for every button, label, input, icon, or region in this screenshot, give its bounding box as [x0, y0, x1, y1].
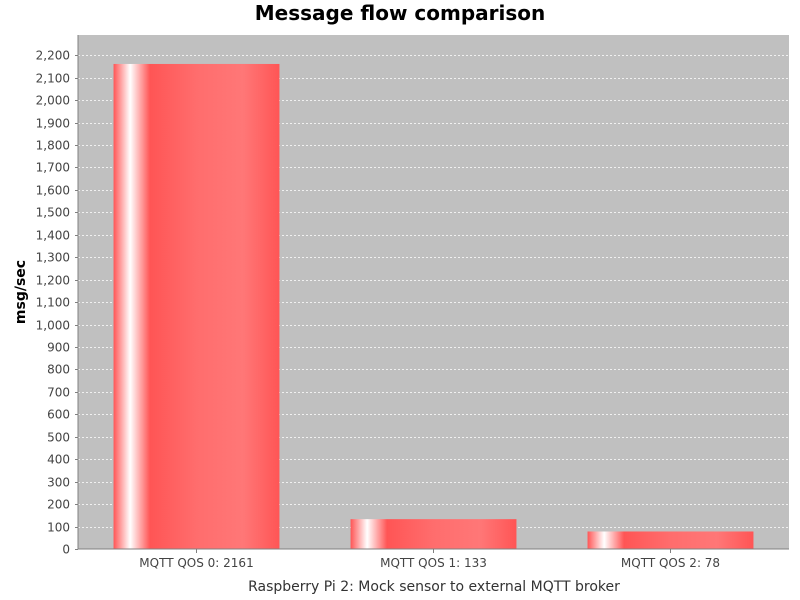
y-tick-label: 0 [62, 543, 70, 557]
y-tick-label: 1,600 [36, 184, 70, 198]
y-tick-label: 2,000 [36, 94, 70, 108]
x-tick-label: MQTT QOS 2: 78 [621, 556, 720, 570]
bars [113, 63, 754, 549]
y-axis-label: msg/sec [13, 260, 29, 324]
y-tick-label: 1,000 [36, 319, 70, 333]
bar [113, 63, 280, 549]
y-tick-label: 1,900 [36, 117, 70, 131]
bar [350, 519, 517, 549]
chart-title: Message flow comparison [255, 1, 545, 25]
y-tick-label: 1,100 [36, 296, 70, 310]
y-tick-label: 2,200 [36, 49, 70, 63]
y-tick-label: 1,800 [36, 139, 70, 153]
x-tick-label: MQTT QOS 1: 133 [380, 556, 487, 570]
x-tick-label: MQTT QOS 0: 2161 [139, 556, 253, 570]
y-tick-label: 100 [47, 521, 70, 535]
y-tick-label: 300 [47, 476, 70, 490]
y-tick-label: 900 [47, 341, 70, 355]
y-tick-label: 600 [47, 408, 70, 422]
y-tick-label: 1,200 [36, 274, 70, 288]
y-tick-label: 200 [47, 498, 70, 512]
y-tick-label: 1,400 [36, 229, 70, 243]
y-tick-label: 1,300 [36, 251, 70, 265]
y-tick-label: 800 [47, 363, 70, 377]
y-tick-label: 2,100 [36, 72, 70, 86]
x-axis-label: Raspberry Pi 2: Mock sensor to external … [248, 579, 620, 595]
bar [587, 531, 754, 549]
y-tick-label: 400 [47, 453, 70, 467]
x-axis-ticks: MQTT QOS 0: 2161 MQTT QOS 1: 133 MQTT QOS … [139, 549, 720, 570]
y-tick-label: 1,700 [36, 161, 70, 175]
y-axis-ticks: 0 100 200 300 400 500 600 700 800 900 1,000 1,100 1,… [36, 49, 78, 557]
y-tick-label: 500 [47, 431, 70, 445]
y-tick-label: 1,500 [36, 206, 70, 220]
y-tick-label: 700 [47, 386, 70, 400]
gridlines [78, 55, 789, 528]
